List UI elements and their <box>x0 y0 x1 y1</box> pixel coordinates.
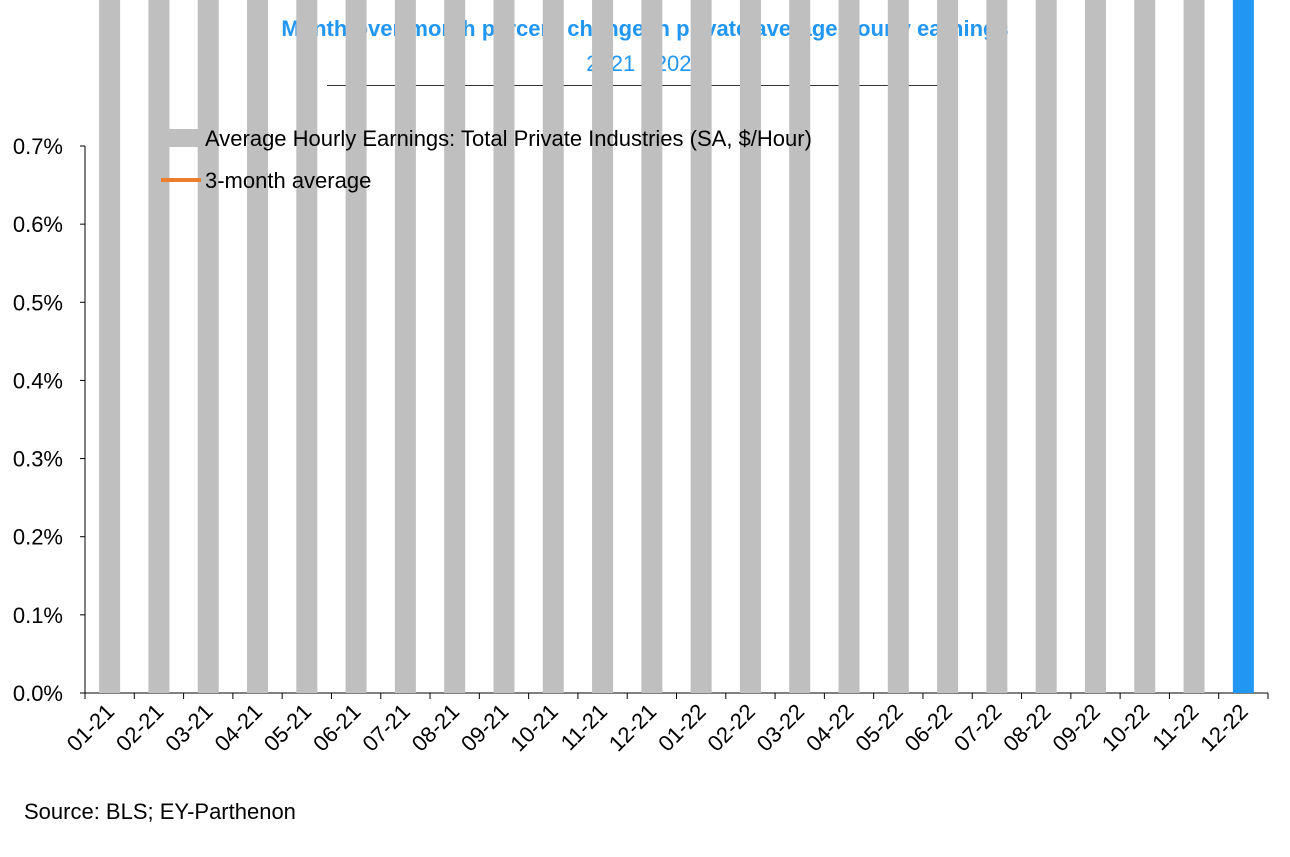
bar-05-22 <box>887 0 909 693</box>
bar-12-22 <box>1232 0 1254 693</box>
legend-bar-label: Average Hourly Earnings: Total Private I… <box>205 126 812 151</box>
source-note: Source: BLS; EY-Parthenon <box>24 799 296 824</box>
bar-01-21 <box>99 0 121 694</box>
bar-10-22 <box>1134 0 1156 693</box>
bar-02-21 <box>148 0 170 693</box>
x-tick-label: 03-21 <box>160 699 217 756</box>
x-tick-label: 02-21 <box>111 699 168 756</box>
bar-06-21 <box>345 0 367 693</box>
bar-03-21 <box>197 0 219 693</box>
x-tick-label: 05-22 <box>850 699 907 756</box>
legend-bar-swatch <box>161 129 201 147</box>
y-tick-label: 0.0% <box>13 681 63 706</box>
x-tick-label: 10-21 <box>505 699 562 756</box>
x-tick-label: 07-22 <box>949 699 1006 756</box>
x-tick-label: 06-22 <box>900 699 957 756</box>
bar-03-22 <box>789 0 811 693</box>
x-tick-label: 05-21 <box>259 699 316 756</box>
x-tick-label: 08-21 <box>407 699 464 756</box>
x-tick-label: 04-22 <box>801 699 858 756</box>
x-tick-label: 09-22 <box>1048 699 1105 756</box>
bar-05-21 <box>296 0 318 693</box>
x-tick-label: 07-21 <box>357 699 414 756</box>
x-tick-label: 03-22 <box>752 699 809 756</box>
legend-line-label: 3-month average <box>205 168 371 193</box>
y-tick-label: 0.3% <box>13 447 63 472</box>
y-tick-label: 0.2% <box>13 525 63 550</box>
y-tick-label: 0.7% <box>13 134 63 159</box>
x-tick-label: 01-22 <box>653 699 710 756</box>
bar-11-21 <box>592 0 614 693</box>
x-tick-label: 04-21 <box>210 699 267 756</box>
y-tick-label: 0.4% <box>13 368 63 393</box>
bar-09-21 <box>493 0 515 693</box>
x-tick-label: 01-21 <box>62 699 119 756</box>
x-tick-label: 11-22 <box>1147 699 1203 755</box>
x-tick-label: 12-21 <box>604 699 661 756</box>
y-tick-label: 0.6% <box>13 212 63 237</box>
bar-07-21 <box>394 0 416 693</box>
bar-04-21 <box>247 0 269 693</box>
bar-01-22 <box>690 0 712 693</box>
bar-09-22 <box>1084 0 1106 693</box>
bar-04-22 <box>838 0 860 693</box>
x-tick-label: 09-21 <box>456 699 513 756</box>
bar-11-22 <box>1183 0 1205 693</box>
bar-10-21 <box>542 0 564 693</box>
x-tick-label: 06-21 <box>308 699 365 756</box>
bar-08-22 <box>1035 0 1057 693</box>
y-tick-label: 0.5% <box>13 290 63 315</box>
bar-12-21 <box>641 0 663 693</box>
bar-06-22 <box>937 0 959 693</box>
x-tick-label: 10-22 <box>1097 699 1154 756</box>
bar-07-22 <box>986 0 1008 693</box>
bar-02-22 <box>739 0 761 693</box>
x-tick-label: 08-22 <box>998 699 1055 756</box>
x-tick-label: 12-22 <box>1195 699 1252 756</box>
x-tick-label: 11-21 <box>556 699 612 755</box>
y-tick-label: 0.1% <box>13 603 63 628</box>
bar-08-21 <box>444 0 466 693</box>
title-divider <box>327 85 953 86</box>
x-tick-label: 02-22 <box>702 699 759 756</box>
